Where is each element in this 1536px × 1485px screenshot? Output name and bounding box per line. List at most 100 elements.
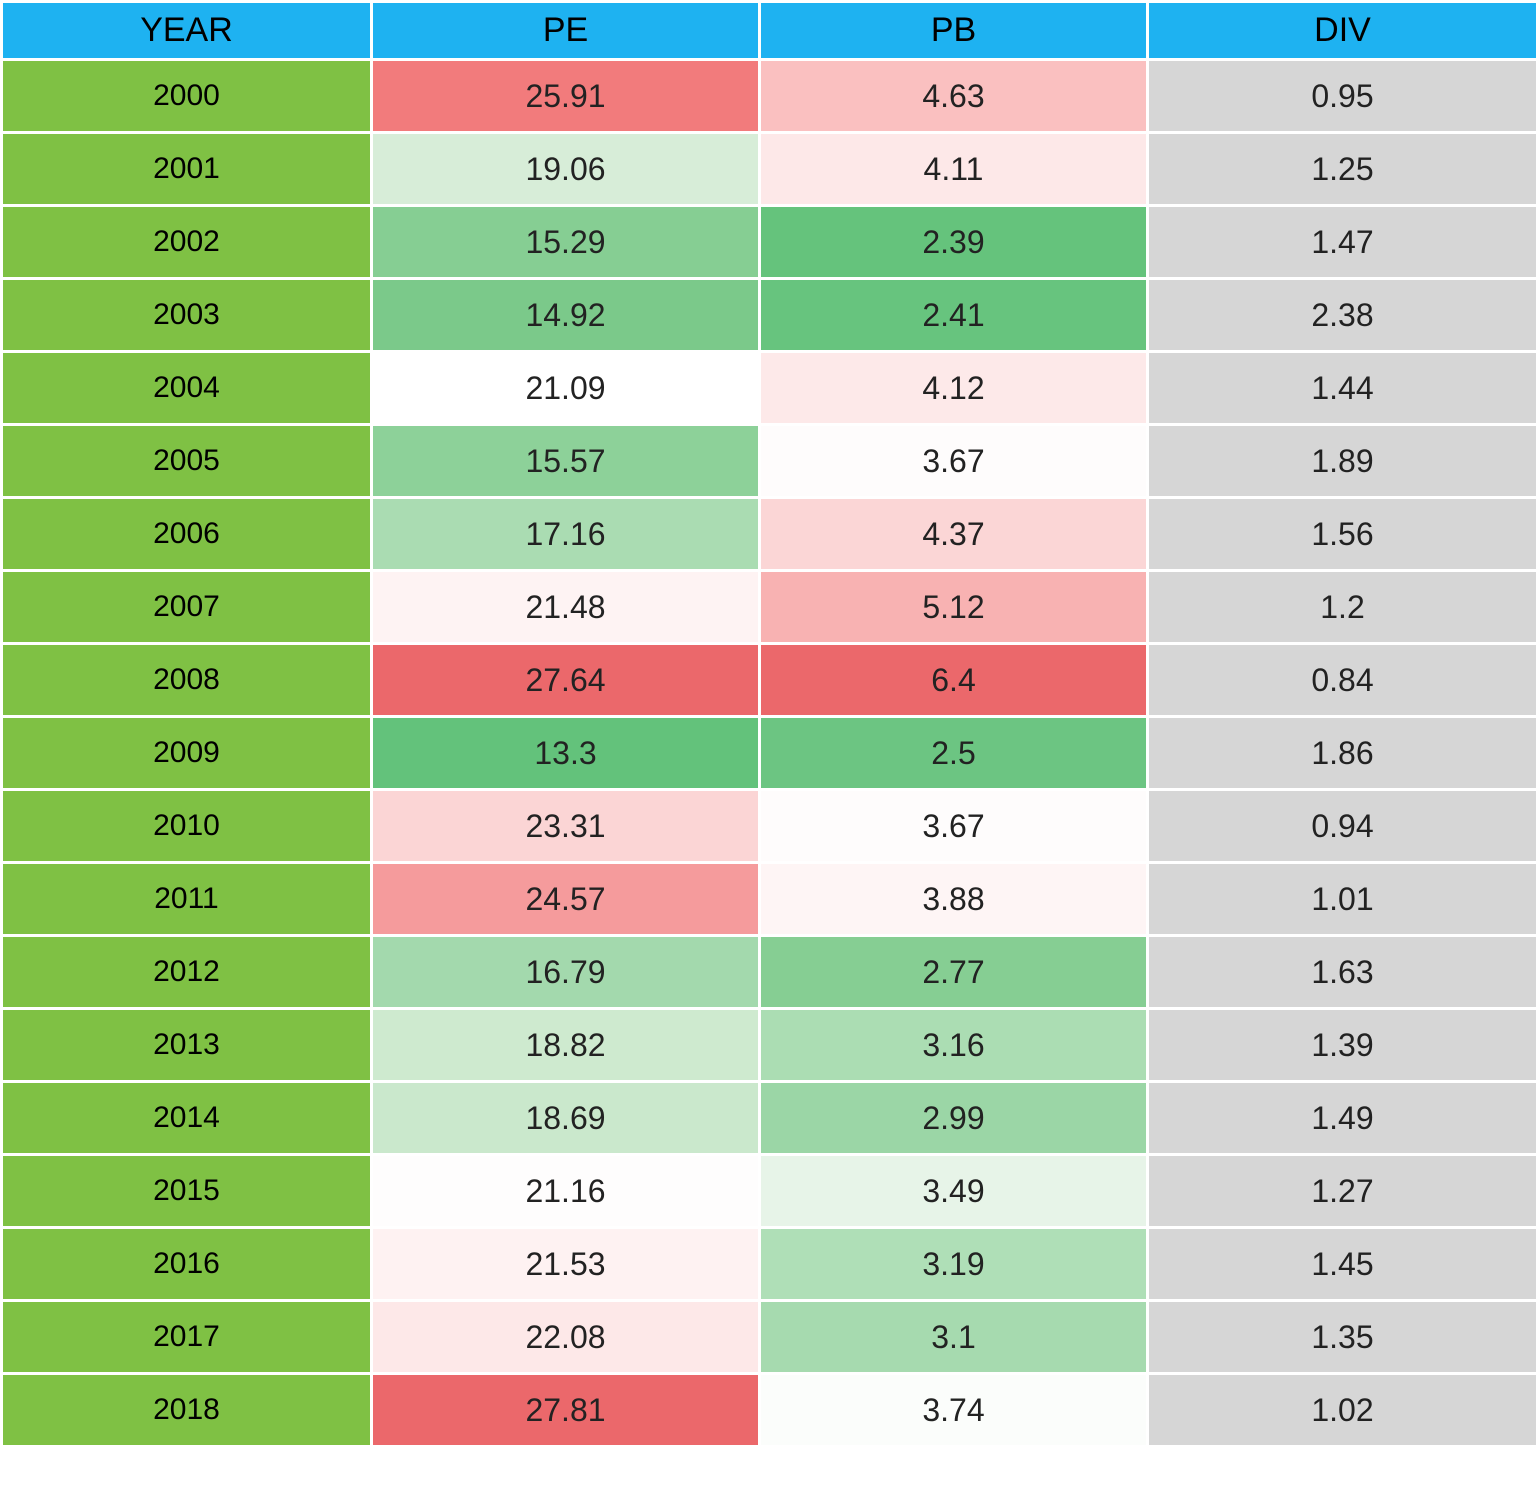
table-row: 201216.792.771.63 — [2, 936, 1536, 1009]
pe-cell: 18.82 — [372, 1009, 760, 1082]
pb-cell: 2.39 — [760, 206, 1148, 279]
header-div: DIV — [1148, 2, 1536, 60]
pb-cell: 3.67 — [760, 790, 1148, 863]
year-cell: 2013 — [2, 1009, 372, 1082]
table-row: 201722.083.11.35 — [2, 1301, 1536, 1374]
table-row: 201521.163.491.27 — [2, 1155, 1536, 1228]
pe-cell: 15.57 — [372, 425, 760, 498]
table-row: 201124.573.881.01 — [2, 863, 1536, 936]
div-cell: 1.86 — [1148, 717, 1536, 790]
div-cell: 1.27 — [1148, 1155, 1536, 1228]
pe-cell: 24.57 — [372, 863, 760, 936]
pb-cell: 2.99 — [760, 1082, 1148, 1155]
table-row: 200215.292.391.47 — [2, 206, 1536, 279]
pb-cell: 2.41 — [760, 279, 1148, 352]
div-cell: 1.44 — [1148, 352, 1536, 425]
year-cell: 2018 — [2, 1374, 372, 1447]
pb-cell: 4.11 — [760, 133, 1148, 206]
div-cell: 1.25 — [1148, 133, 1536, 206]
pe-cell: 21.09 — [372, 352, 760, 425]
div-cell: 1.89 — [1148, 425, 1536, 498]
div-cell: 1.2 — [1148, 571, 1536, 644]
table-row: 200421.094.121.44 — [2, 352, 1536, 425]
table-row: 200721.485.121.2 — [2, 571, 1536, 644]
year-cell: 2004 — [2, 352, 372, 425]
year-cell: 2011 — [2, 863, 372, 936]
pe-cell: 21.53 — [372, 1228, 760, 1301]
year-cell: 2012 — [2, 936, 372, 1009]
pb-cell: 4.12 — [760, 352, 1148, 425]
header-pb: PB — [760, 2, 1148, 60]
div-cell: 1.47 — [1148, 206, 1536, 279]
table-row: 200515.573.671.89 — [2, 425, 1536, 498]
table-row: 200025.914.630.95 — [2, 60, 1536, 133]
table-row: 201621.533.191.45 — [2, 1228, 1536, 1301]
pe-cell: 27.81 — [372, 1374, 760, 1447]
pb-cell: 3.1 — [760, 1301, 1148, 1374]
pb-cell: 3.67 — [760, 425, 1148, 498]
table-row: 201827.813.741.02 — [2, 1374, 1536, 1447]
div-cell: 1.02 — [1148, 1374, 1536, 1447]
year-cell: 2006 — [2, 498, 372, 571]
financial-metrics-table: YEAR PE PB DIV 200025.914.630.95200119.0… — [0, 0, 1536, 1448]
pb-cell: 2.77 — [760, 936, 1148, 1009]
pe-cell: 25.91 — [372, 60, 760, 133]
pe-cell: 19.06 — [372, 133, 760, 206]
year-cell: 2002 — [2, 206, 372, 279]
pe-cell: 13.3 — [372, 717, 760, 790]
table-row: 200827.646.40.84 — [2, 644, 1536, 717]
table-row: 201023.313.670.94 — [2, 790, 1536, 863]
year-cell: 2005 — [2, 425, 372, 498]
div-cell: 1.45 — [1148, 1228, 1536, 1301]
year-cell: 2016 — [2, 1228, 372, 1301]
div-cell: 0.95 — [1148, 60, 1536, 133]
table-row: 201418.692.991.49 — [2, 1082, 1536, 1155]
table-row: 200314.922.412.38 — [2, 279, 1536, 352]
div-cell: 1.01 — [1148, 863, 1536, 936]
pb-cell: 3.88 — [760, 863, 1148, 936]
pb-cell: 3.19 — [760, 1228, 1148, 1301]
table-row: 200617.164.371.56 — [2, 498, 1536, 571]
pb-cell: 3.16 — [760, 1009, 1148, 1082]
year-cell: 2014 — [2, 1082, 372, 1155]
pe-cell: 21.16 — [372, 1155, 760, 1228]
table-row: 201318.823.161.39 — [2, 1009, 1536, 1082]
header-row: YEAR PE PB DIV — [2, 2, 1536, 60]
pe-cell: 14.92 — [372, 279, 760, 352]
year-cell: 2015 — [2, 1155, 372, 1228]
pb-cell: 3.74 — [760, 1374, 1148, 1447]
div-cell: 1.35 — [1148, 1301, 1536, 1374]
year-cell: 2017 — [2, 1301, 372, 1374]
pe-cell: 16.79 — [372, 936, 760, 1009]
pb-cell: 4.37 — [760, 498, 1148, 571]
div-cell: 0.94 — [1148, 790, 1536, 863]
div-cell: 1.63 — [1148, 936, 1536, 1009]
pb-cell: 3.49 — [760, 1155, 1148, 1228]
year-cell: 2009 — [2, 717, 372, 790]
pe-cell: 17.16 — [372, 498, 760, 571]
pb-cell: 5.12 — [760, 571, 1148, 644]
pb-cell: 6.4 — [760, 644, 1148, 717]
year-cell: 2003 — [2, 279, 372, 352]
table-row: 200119.064.111.25 — [2, 133, 1536, 206]
year-cell: 2008 — [2, 644, 372, 717]
table-row: 200913.32.51.86 — [2, 717, 1536, 790]
pb-cell: 2.5 — [760, 717, 1148, 790]
year-cell: 2000 — [2, 60, 372, 133]
div-cell: 1.56 — [1148, 498, 1536, 571]
pe-cell: 27.64 — [372, 644, 760, 717]
pe-cell: 23.31 — [372, 790, 760, 863]
div-cell: 1.39 — [1148, 1009, 1536, 1082]
pe-cell: 15.29 — [372, 206, 760, 279]
header-year: YEAR — [2, 2, 372, 60]
pb-cell: 4.63 — [760, 60, 1148, 133]
year-cell: 2001 — [2, 133, 372, 206]
pe-cell: 21.48 — [372, 571, 760, 644]
pe-cell: 22.08 — [372, 1301, 760, 1374]
div-cell: 2.38 — [1148, 279, 1536, 352]
header-pe: PE — [372, 2, 760, 60]
div-cell: 1.49 — [1148, 1082, 1536, 1155]
year-cell: 2007 — [2, 571, 372, 644]
year-cell: 2010 — [2, 790, 372, 863]
div-cell: 0.84 — [1148, 644, 1536, 717]
